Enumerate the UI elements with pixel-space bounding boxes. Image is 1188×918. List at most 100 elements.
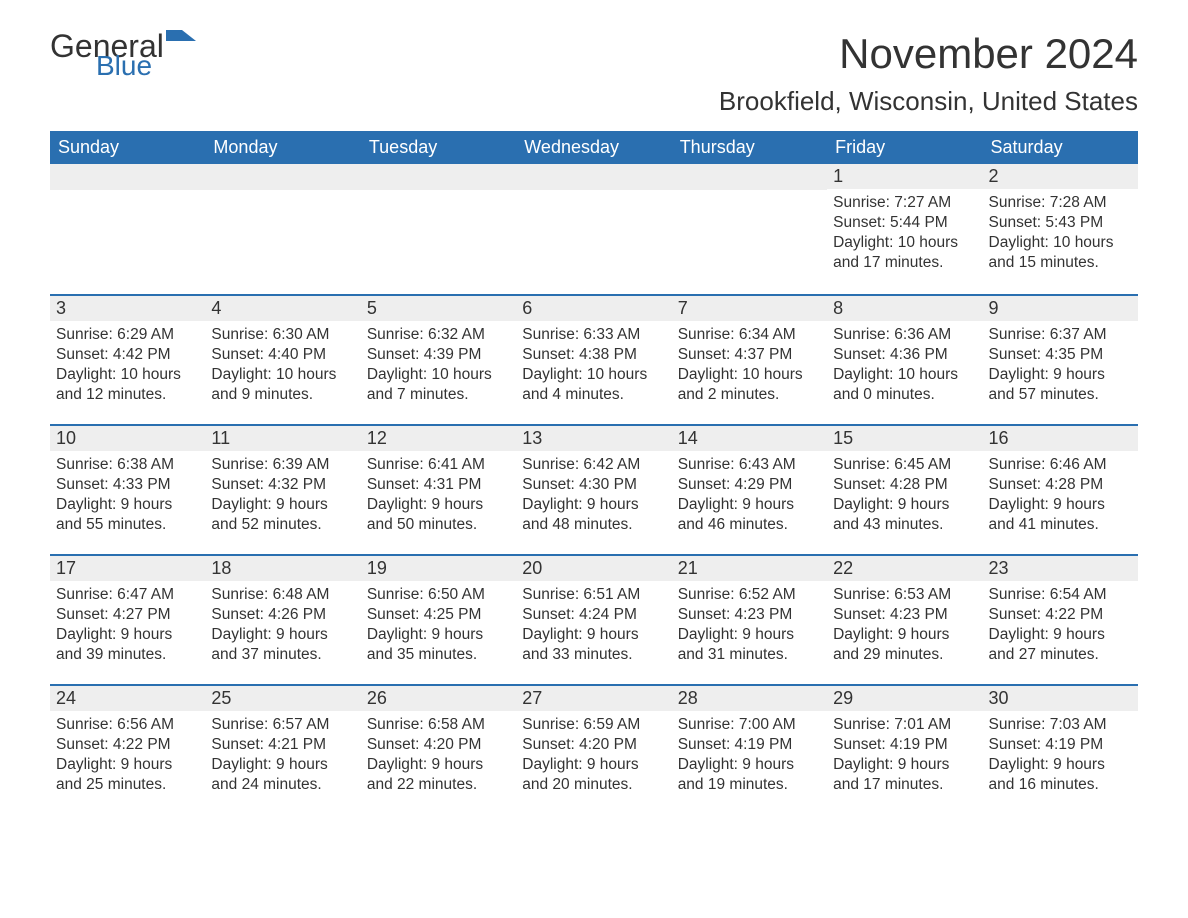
day-body: Sunrise: 6:57 AMSunset: 4:21 PMDaylight:…: [205, 711, 360, 806]
calendar-cell: 26Sunrise: 6:58 AMSunset: 4:20 PMDayligh…: [361, 684, 516, 814]
calendar-cell: 30Sunrise: 7:03 AMSunset: 4:19 PMDayligh…: [983, 684, 1138, 814]
sunset-line: Sunset: 4:42 PM: [56, 345, 199, 365]
day-number: 25: [205, 684, 360, 711]
day-body: Sunrise: 6:36 AMSunset: 4:36 PMDaylight:…: [827, 321, 982, 416]
sunset-line: Sunset: 4:40 PM: [211, 345, 354, 365]
calendar-cell: 8Sunrise: 6:36 AMSunset: 4:36 PMDaylight…: [827, 294, 982, 424]
sunset-line: Sunset: 5:44 PM: [833, 213, 976, 233]
day-number: 15: [827, 424, 982, 451]
sunset-line: Sunset: 4:38 PM: [522, 345, 665, 365]
sunrise-line: Sunrise: 6:51 AM: [522, 585, 665, 605]
daylight-line: Daylight: 9 hours and 33 minutes.: [522, 625, 665, 665]
sunset-line: Sunset: 4:19 PM: [678, 735, 821, 755]
daylight-line: Daylight: 9 hours and 24 minutes.: [211, 755, 354, 795]
calendar-cell: 1Sunrise: 7:27 AMSunset: 5:44 PMDaylight…: [827, 164, 982, 294]
sunrise-line: Sunrise: 6:58 AM: [367, 715, 510, 735]
daylight-line: Daylight: 9 hours and 50 minutes.: [367, 495, 510, 535]
day-number: 6: [516, 294, 671, 321]
day-body: Sunrise: 6:34 AMSunset: 4:37 PMDaylight:…: [672, 321, 827, 416]
sunset-line: Sunset: 4:20 PM: [522, 735, 665, 755]
day-number: 12: [361, 424, 516, 451]
sunrise-line: Sunrise: 7:27 AM: [833, 193, 976, 213]
day-body: Sunrise: 6:43 AMSunset: 4:29 PMDaylight:…: [672, 451, 827, 546]
day-number: 11: [205, 424, 360, 451]
logo: General Blue: [50, 30, 196, 80]
day-body: Sunrise: 6:51 AMSunset: 4:24 PMDaylight:…: [516, 581, 671, 676]
sunset-line: Sunset: 4:20 PM: [367, 735, 510, 755]
day-number: 10: [50, 424, 205, 451]
sunset-line: Sunset: 4:37 PM: [678, 345, 821, 365]
sunrise-line: Sunrise: 6:53 AM: [833, 585, 976, 605]
calendar-week: 1Sunrise: 7:27 AMSunset: 5:44 PMDaylight…: [50, 164, 1138, 294]
sunrise-line: Sunrise: 6:32 AM: [367, 325, 510, 345]
sunset-line: Sunset: 4:27 PM: [56, 605, 199, 625]
day-body: Sunrise: 6:39 AMSunset: 4:32 PMDaylight:…: [205, 451, 360, 546]
sunrise-line: Sunrise: 6:46 AM: [989, 455, 1132, 475]
daylight-line: Daylight: 9 hours and 55 minutes.: [56, 495, 199, 535]
sunset-line: Sunset: 4:33 PM: [56, 475, 199, 495]
sunset-line: Sunset: 4:35 PM: [989, 345, 1132, 365]
sunrise-line: Sunrise: 6:42 AM: [522, 455, 665, 475]
calendar-cell: 7Sunrise: 6:34 AMSunset: 4:37 PMDaylight…: [672, 294, 827, 424]
day-number: 21: [672, 554, 827, 581]
sunrise-line: Sunrise: 6:52 AM: [678, 585, 821, 605]
sunrise-line: Sunrise: 6:59 AM: [522, 715, 665, 735]
calendar-cell: 10Sunrise: 6:38 AMSunset: 4:33 PMDayligh…: [50, 424, 205, 554]
sunrise-line: Sunrise: 7:00 AM: [678, 715, 821, 735]
daylight-line: Daylight: 9 hours and 37 minutes.: [211, 625, 354, 665]
daylight-line: Daylight: 9 hours and 19 minutes.: [678, 755, 821, 795]
daylight-line: Daylight: 9 hours and 52 minutes.: [211, 495, 354, 535]
location-text: Brookfield, Wisconsin, United States: [50, 86, 1138, 117]
sunrise-line: Sunrise: 6:34 AM: [678, 325, 821, 345]
sunset-line: Sunset: 4:39 PM: [367, 345, 510, 365]
day-number: 30: [983, 684, 1138, 711]
page-title: November 2024: [839, 30, 1138, 78]
day-number: 27: [516, 684, 671, 711]
day-number: 28: [672, 684, 827, 711]
sunrise-line: Sunrise: 6:57 AM: [211, 715, 354, 735]
sunset-line: Sunset: 4:29 PM: [678, 475, 821, 495]
day-number: 3: [50, 294, 205, 321]
day-body: Sunrise: 7:00 AMSunset: 4:19 PMDaylight:…: [672, 711, 827, 806]
daylight-line: Daylight: 9 hours and 17 minutes.: [833, 755, 976, 795]
calendar-cell: [50, 164, 205, 294]
day-body: Sunrise: 7:03 AMSunset: 4:19 PMDaylight:…: [983, 711, 1138, 806]
sunrise-line: Sunrise: 6:36 AM: [833, 325, 976, 345]
sunrise-line: Sunrise: 7:01 AM: [833, 715, 976, 735]
sunset-line: Sunset: 4:25 PM: [367, 605, 510, 625]
daylight-line: Daylight: 10 hours and 17 minutes.: [833, 233, 976, 273]
day-number-bar: [205, 164, 360, 190]
sunrise-line: Sunrise: 6:54 AM: [989, 585, 1132, 605]
calendar-cell: [672, 164, 827, 294]
sunset-line: Sunset: 4:19 PM: [989, 735, 1132, 755]
calendar-week: 10Sunrise: 6:38 AMSunset: 4:33 PMDayligh…: [50, 424, 1138, 554]
sunrise-line: Sunrise: 6:45 AM: [833, 455, 976, 475]
calendar-cell: 17Sunrise: 6:47 AMSunset: 4:27 PMDayligh…: [50, 554, 205, 684]
sunset-line: Sunset: 4:26 PM: [211, 605, 354, 625]
sunset-line: Sunset: 4:31 PM: [367, 475, 510, 495]
calendar-cell: 22Sunrise: 6:53 AMSunset: 4:23 PMDayligh…: [827, 554, 982, 684]
day-body: Sunrise: 6:38 AMSunset: 4:33 PMDaylight:…: [50, 451, 205, 546]
day-number: 18: [205, 554, 360, 581]
calendar-head: SundayMondayTuesdayWednesdayThursdayFrid…: [50, 131, 1138, 164]
daylight-line: Daylight: 10 hours and 4 minutes.: [522, 365, 665, 405]
sunset-line: Sunset: 4:19 PM: [833, 735, 976, 755]
calendar-week: 17Sunrise: 6:47 AMSunset: 4:27 PMDayligh…: [50, 554, 1138, 684]
sunset-line: Sunset: 5:43 PM: [989, 213, 1132, 233]
sunrise-line: Sunrise: 6:37 AM: [989, 325, 1132, 345]
calendar-table: SundayMondayTuesdayWednesdayThursdayFrid…: [50, 131, 1138, 814]
daylight-line: Daylight: 9 hours and 20 minutes.: [522, 755, 665, 795]
daylight-line: Daylight: 9 hours and 35 minutes.: [367, 625, 510, 665]
day-number: 23: [983, 554, 1138, 581]
day-number: 9: [983, 294, 1138, 321]
daylight-line: Daylight: 9 hours and 31 minutes.: [678, 625, 821, 665]
daylight-line: Daylight: 10 hours and 7 minutes.: [367, 365, 510, 405]
calendar-cell: 2Sunrise: 7:28 AMSunset: 5:43 PMDaylight…: [983, 164, 1138, 294]
day-body: Sunrise: 7:01 AMSunset: 4:19 PMDaylight:…: [827, 711, 982, 806]
daylight-line: Daylight: 10 hours and 12 minutes.: [56, 365, 199, 405]
logo-text: General Blue: [50, 30, 196, 80]
day-header: Tuesday: [361, 131, 516, 164]
sunset-line: Sunset: 4:21 PM: [211, 735, 354, 755]
daylight-line: Daylight: 9 hours and 39 minutes.: [56, 625, 199, 665]
daylight-line: Daylight: 9 hours and 29 minutes.: [833, 625, 976, 665]
